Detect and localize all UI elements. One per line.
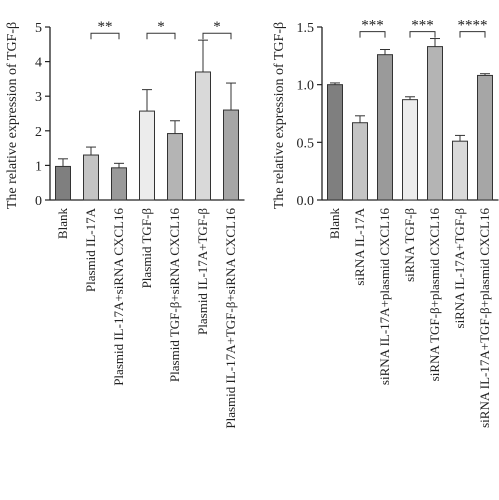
category-label: siRNA IL-17A+TGF-β+plasmid CXCL16 — [477, 208, 492, 428]
category-label: Blank — [327, 208, 342, 240]
significance-label: **** — [458, 18, 488, 34]
significance-bracket — [90, 32, 120, 40]
category-label: Plasmid IL-17A+TGF-β — [195, 208, 210, 335]
category-label: Blank — [55, 208, 70, 240]
chart-left: 0 1 2 3 4 5 The relative expression of TGF-β Bl… — [5, 19, 245, 429]
significance-bracket — [459, 31, 486, 38]
category-label: siRNA IL-17A — [352, 207, 367, 285]
category-label: Plasmid IL-17A+siRNA CXCL16 — [111, 208, 126, 386]
significance-label: * — [157, 19, 165, 35]
y-tick-label: 0.0 — [297, 194, 315, 209]
bar — [377, 54, 393, 201]
significance-label: * — [213, 19, 221, 35]
category-label: Plasmid IL-17A+TGF-β+siRNA CXCL16 — [223, 208, 238, 429]
y-tick-label: 1.0 — [297, 79, 315, 94]
y-tick-label: 2 — [35, 125, 42, 140]
bar — [83, 154, 99, 201]
bar — [139, 110, 155, 201]
significance-bracket — [202, 32, 232, 40]
y-axis-label: The relative expression of TGF-β — [5, 22, 20, 209]
bar — [452, 140, 468, 201]
bar — [195, 71, 211, 201]
y-tick-label: 1.5 — [297, 21, 315, 36]
significance-bracket — [146, 32, 176, 40]
y-tick-label: 3 — [35, 90, 42, 105]
category-label: siRNA TGF-β+plasmid CXCL16 — [427, 208, 442, 382]
bar — [477, 74, 493, 201]
bar — [427, 46, 443, 201]
bar — [352, 122, 368, 201]
y-tick-label: 1 — [35, 159, 42, 174]
category-label: Plasmid TGF-β — [139, 208, 154, 289]
bar — [167, 133, 183, 201]
significance-label: ** — [98, 19, 113, 35]
category-label: Plasmid TGF-β+siRNA CXCL16 — [167, 208, 182, 383]
chart-right: 0.0 0.5 1.0 1.5 The relative expression of T… — [272, 18, 499, 428]
significance-bracket — [409, 31, 436, 38]
significance-label: *** — [411, 18, 434, 34]
category-label: siRNA IL-17A+plasmid CXCL16 — [377, 208, 392, 386]
y-tick-label: 0 — [35, 194, 42, 209]
y-tick-label: 4 — [35, 56, 42, 71]
bar — [327, 84, 343, 201]
category-label: Plasmid IL-17A — [83, 207, 98, 292]
bar — [223, 109, 239, 201]
y-axis-label: The relative expression of TGF-β — [272, 22, 287, 209]
bar — [402, 99, 418, 201]
significance-bracket — [359, 31, 386, 38]
y-tick-label: 5 — [35, 21, 42, 36]
bar — [55, 165, 71, 201]
y-tick-label: 0.5 — [297, 136, 315, 151]
category-label: siRNA TGF-β — [402, 208, 417, 282]
category-label: siRNA IL-17A+TGF-β — [452, 208, 467, 329]
bar — [111, 167, 127, 201]
significance-label: *** — [361, 18, 384, 34]
